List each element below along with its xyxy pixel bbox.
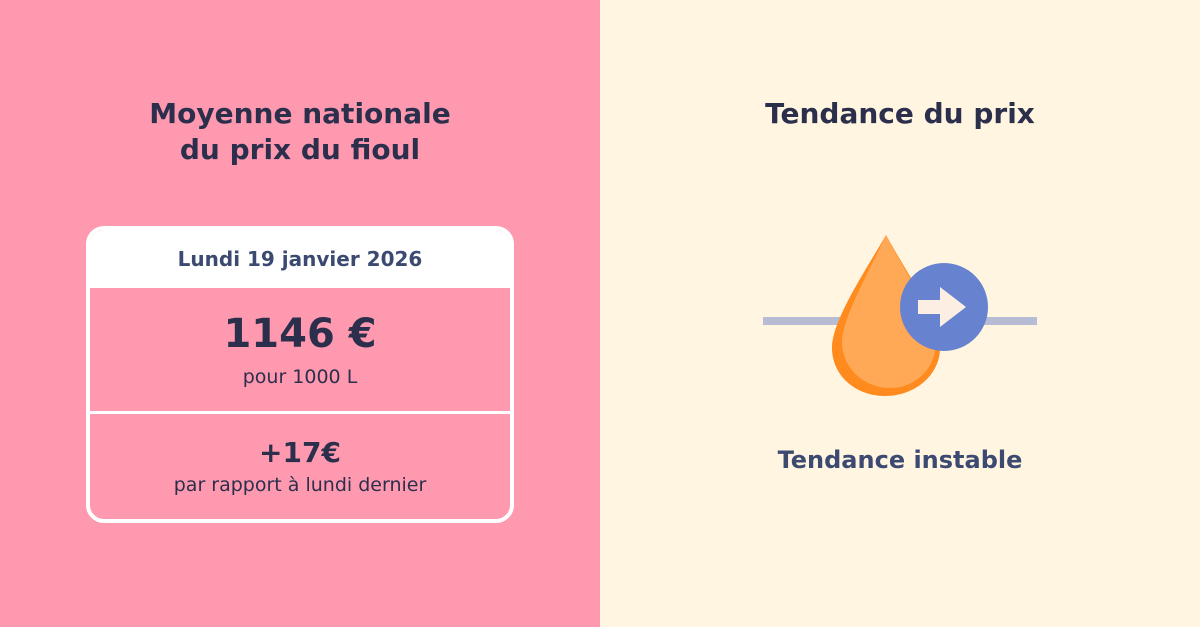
price-value: 1146 € (223, 310, 377, 357)
price-card: Lundi 19 janvier 2026 1146 € pour 1000 L… (86, 226, 514, 523)
price-section: 1146 € pour 1000 L (90, 288, 510, 414)
card-date: Lundi 19 janvier 2026 (90, 230, 510, 288)
national-average-title: Moyenne nationale du prix du fioul (0, 96, 600, 168)
change-text: par rapport à lundi dernier (173, 473, 427, 496)
title-line-2: du prix du fioul (179, 133, 421, 166)
arrow-right-icon (918, 287, 966, 327)
price-unit: pour 1000 L (242, 365, 358, 388)
change-section: +17€ par rapport à lundi dernier (90, 414, 510, 519)
trend-title: Tendance du prix (765, 97, 1035, 130)
trend-label: Tendance instable (777, 446, 1023, 474)
change-value: +17€ (259, 435, 341, 469)
title-line-1: Moyenne nationale (149, 97, 451, 130)
oil-drop-arrow-right-icon (763, 235, 1037, 396)
